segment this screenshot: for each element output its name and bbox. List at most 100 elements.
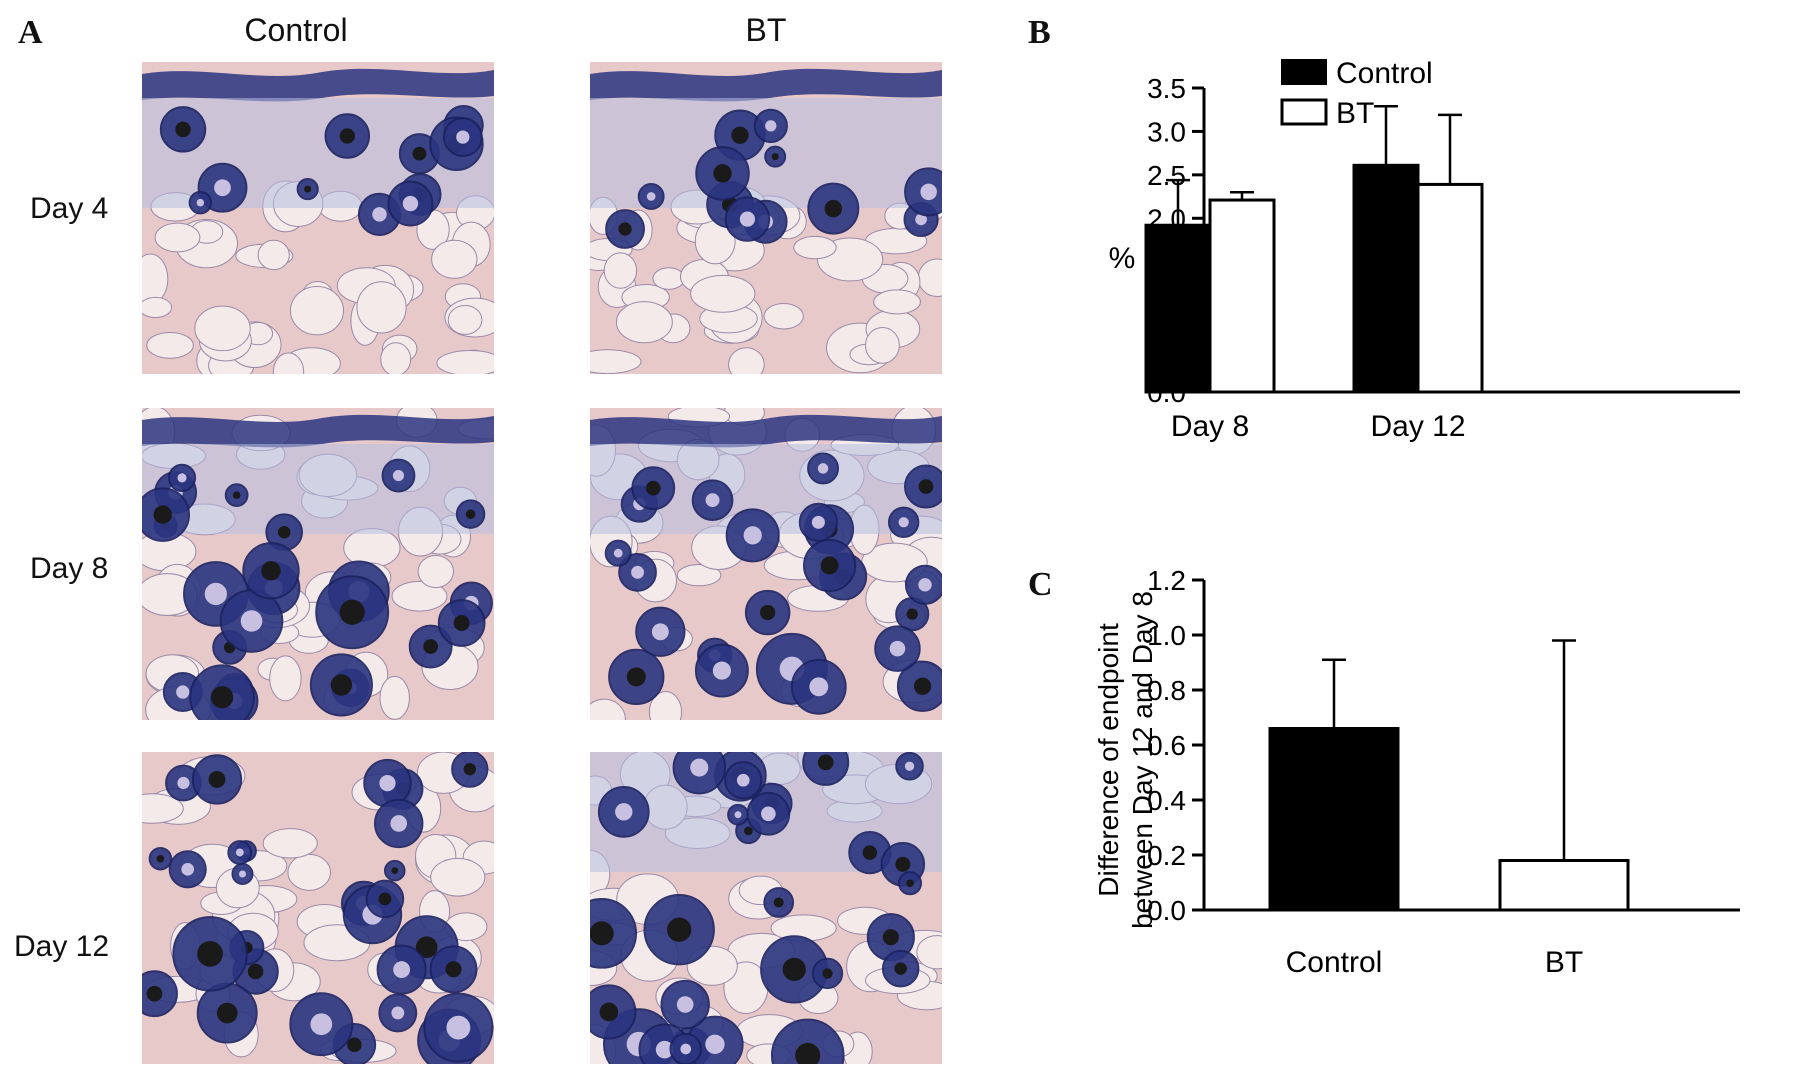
follicle-core xyxy=(347,1037,362,1053)
hair-follicle xyxy=(770,1018,845,1064)
follicle-core xyxy=(208,770,226,788)
chart-b-xtick-label: Day 8 xyxy=(1171,410,1249,443)
chart-c-ylabel-line1: Difference of endpoint xyxy=(1093,623,1124,897)
follicle-core xyxy=(446,1015,471,1040)
follicle-core xyxy=(339,599,365,625)
follicle-core xyxy=(906,879,914,888)
follicle-core xyxy=(196,198,205,207)
follicle-core xyxy=(465,509,476,519)
micrograph-bt-day12 xyxy=(590,752,942,1064)
follicle-core xyxy=(372,207,387,222)
follicle-core xyxy=(667,917,692,942)
follicle-core xyxy=(743,526,762,545)
micrograph-control-day4 xyxy=(142,62,494,374)
chart-c: Difference of endpoint between Day 12 an… xyxy=(1093,570,1740,979)
follicle-core xyxy=(904,761,915,771)
chart-c-ytick-label: 1.0 xyxy=(1147,620,1186,651)
follicle-core xyxy=(646,192,656,201)
follicle-core xyxy=(645,480,661,496)
follicle-core xyxy=(456,130,470,144)
legend-swatch-control xyxy=(1281,59,1327,85)
chart-b-ylabel: % xyxy=(1109,242,1136,275)
fat-cell xyxy=(257,239,290,271)
follicle-core xyxy=(690,758,709,777)
follicle-core xyxy=(445,961,462,978)
follicle-core xyxy=(809,677,829,697)
fat-cell xyxy=(436,350,494,374)
fat-cell xyxy=(690,274,756,313)
follicle-core xyxy=(181,863,195,876)
chart-b-ytick-label: 3.5 xyxy=(1147,73,1186,104)
follicle-core xyxy=(599,1002,619,1022)
follicle-core xyxy=(391,867,399,875)
fat-cell xyxy=(793,235,837,260)
follicle-core xyxy=(795,1042,821,1064)
fat-cell xyxy=(728,347,765,374)
follicle-core xyxy=(310,1013,333,1036)
follicle-core xyxy=(915,213,927,226)
follicle-core xyxy=(247,963,264,980)
chart-b-bar-bt-day12 xyxy=(1416,182,1484,394)
follicle-core xyxy=(631,565,644,579)
column-header-bt: BT xyxy=(745,12,787,48)
micrograph-bt-day4 xyxy=(590,62,942,374)
panel-c-label: C xyxy=(1028,566,1053,603)
follicle-core xyxy=(415,936,438,959)
panel-b-label: B xyxy=(1028,14,1051,51)
fat-cell xyxy=(194,305,251,352)
fat-cell xyxy=(430,857,486,897)
fat-cell xyxy=(590,698,626,720)
legend-label-control: Control xyxy=(1336,57,1433,90)
follicle-core xyxy=(176,685,190,699)
follicle-core xyxy=(214,179,231,197)
follicle-core xyxy=(402,195,419,212)
follicle-core xyxy=(765,120,777,132)
row-label-day4: Day 4 xyxy=(30,192,109,225)
follicle-core xyxy=(705,1034,725,1054)
chart-c-ylabel-line2: between Day 12 and Day 8 xyxy=(1127,591,1158,929)
fat-cell xyxy=(356,281,407,334)
fat-cell xyxy=(603,252,638,289)
follicle-core xyxy=(712,661,731,680)
chart-c-ytick-label: 0.2 xyxy=(1147,840,1186,871)
follicle-core xyxy=(676,996,694,1013)
follicle-core xyxy=(761,806,776,822)
follicle-core xyxy=(734,811,742,819)
follicle-core xyxy=(177,473,187,483)
row-label-day12: Day 12 xyxy=(14,930,110,963)
follicle-core xyxy=(392,470,405,482)
follicle-core xyxy=(330,674,353,696)
micrograph-control-day8 xyxy=(142,408,494,720)
follicle-core xyxy=(238,870,246,878)
chart-c-ytick-label: 0.4 xyxy=(1147,785,1186,816)
chart-c-bar-control xyxy=(1268,727,1400,912)
follicle-core xyxy=(378,892,392,906)
epidermis-layer xyxy=(590,414,942,448)
micrograph-bt-day8 xyxy=(590,408,942,720)
follicle-core xyxy=(895,856,911,872)
follicle-core xyxy=(822,968,833,979)
follicle-core xyxy=(773,897,784,908)
follicle-core xyxy=(423,639,438,654)
fat-cell xyxy=(146,331,194,359)
follicle-core xyxy=(453,614,470,631)
fat-cell xyxy=(873,289,921,315)
follicle-core xyxy=(177,776,190,790)
chart-c-bar-bt xyxy=(1498,859,1630,912)
fat-cell xyxy=(269,655,302,702)
follicle-core xyxy=(216,1002,238,1024)
chart-b: % Control BT 0.00.51.01.52.02.53.03.5Day… xyxy=(1109,57,1740,443)
follicle-core xyxy=(882,929,899,946)
fat-cell xyxy=(652,267,686,290)
fat-cell xyxy=(676,564,722,587)
follicle-core xyxy=(824,199,843,218)
follicle-core xyxy=(713,164,732,183)
chart-b-bar-control-day8 xyxy=(1144,223,1212,394)
legend-label-bt: BT xyxy=(1336,97,1374,130)
follicle-core xyxy=(651,623,669,641)
fat-cell xyxy=(272,352,305,374)
fat-cell xyxy=(916,935,942,970)
follicle-core xyxy=(613,548,623,558)
follicle-core xyxy=(277,525,291,539)
follicle-core xyxy=(391,1006,405,1020)
